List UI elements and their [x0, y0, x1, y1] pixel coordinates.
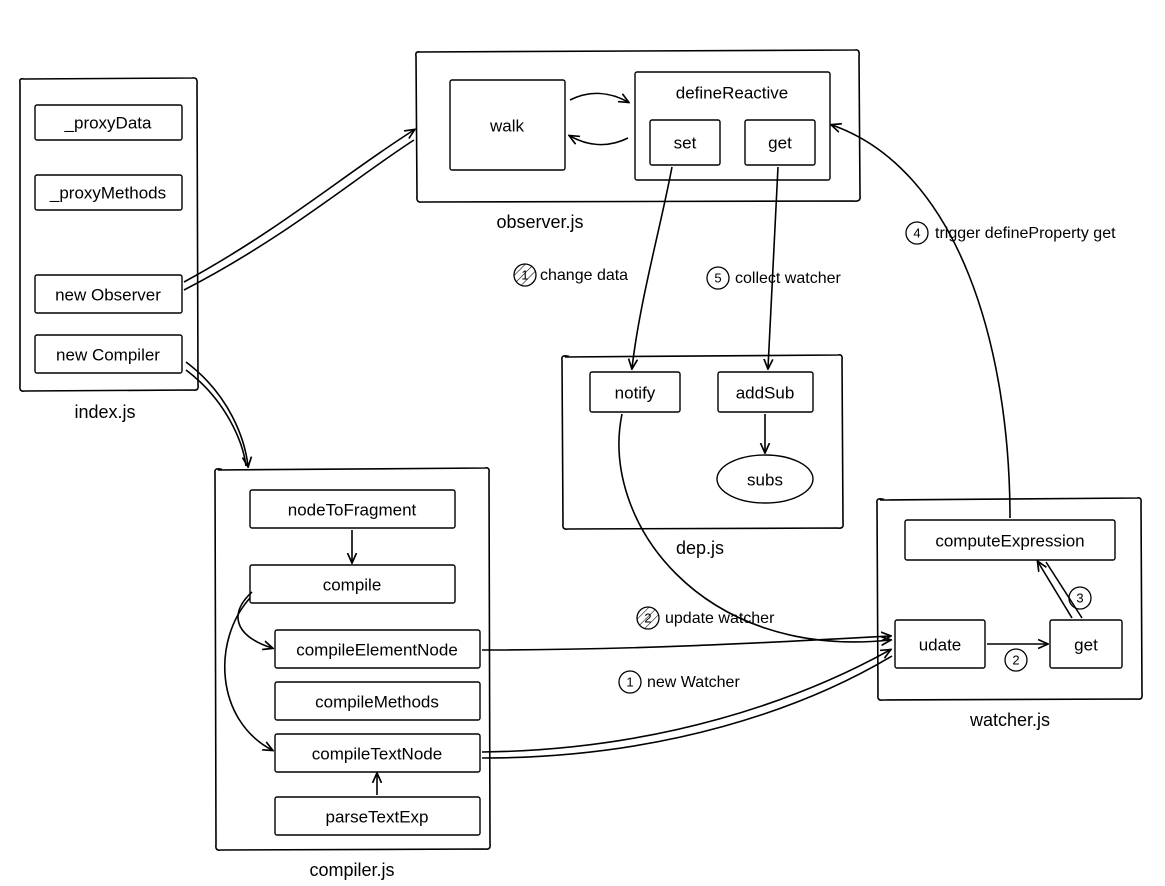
edge-set-to-notify: [632, 167, 672, 368]
caption-observer: observer.js: [496, 212, 583, 232]
edge-get-to-addSub: [768, 167, 778, 368]
marker-5-label: collect watcher: [735, 270, 841, 287]
marker-2h-num: 2: [644, 610, 651, 625]
label-compile: compile: [323, 575, 382, 594]
edge-computeExpression-to-defineReactive: [832, 125, 1010, 518]
label-nodeToFragment: nodeToFragment: [288, 500, 417, 519]
label-wget: get: [1074, 635, 1098, 654]
edge-wget-to-computeExpression: [1038, 562, 1072, 618]
label-proxyMethods: _proxyMethods: [49, 183, 166, 202]
label-walk: walk: [489, 116, 525, 135]
edge-compile-to-compileTextNode: [225, 598, 272, 750]
label-newCompiler: new Compiler: [56, 345, 160, 364]
marker-1-num: 1: [626, 674, 633, 689]
marker-1h-label: change data: [540, 267, 628, 284]
marker-1h-num: 1: [521, 267, 528, 282]
caption-index: index.js: [74, 402, 135, 422]
edge-compileTextNode-to-udate: [482, 650, 890, 752]
label-newObserver: new Observer: [55, 285, 161, 304]
marker-3-num: 3: [1076, 590, 1083, 605]
label-notify: notify: [615, 383, 656, 402]
label-compileTextNode: compileTextNode: [312, 744, 442, 763]
label-computeExpression: computeExpression: [935, 531, 1084, 550]
label-get: get: [768, 133, 792, 152]
caption-dep: dep.js: [676, 538, 724, 558]
edge-compileTextNode-to-udate-2: [482, 656, 892, 758]
label-compileElementNode: compileElementNode: [296, 640, 458, 659]
marker-5-num: 5: [714, 270, 721, 285]
label-parseTextExp: parseTextExp: [326, 807, 429, 826]
caption-compiler: compiler.js: [309, 860, 394, 880]
edge-compileElementNode-to-udate: [482, 636, 890, 650]
label-subs: subs: [747, 470, 783, 489]
edge-newObserver-to-observer: [184, 130, 414, 282]
edge-defineReactive-to-walk: [570, 136, 628, 145]
label-proxyData: _proxyData: [64, 113, 152, 132]
marker-2-num: 2: [1012, 652, 1019, 667]
label-compileMethods: compileMethods: [315, 692, 439, 711]
marker-1-label: new Watcher: [647, 674, 740, 691]
diagram-canvas: index.js _proxyData _proxyMethods new Ob…: [0, 0, 1165, 886]
edge-walk-to-defineReactive: [570, 93, 628, 102]
edge-newCompiler-to-compiler-2: [186, 370, 246, 466]
marker-2h-label: update watcher: [665, 610, 775, 627]
marker-4-label: trigger defineProperty get: [935, 225, 1116, 242]
marker-4-num: 4: [913, 225, 920, 240]
edge-newObserver-to-observer-2: [184, 140, 414, 290]
label-set: set: [674, 133, 697, 152]
label-defineReactive: defineReactive: [676, 83, 788, 102]
caption-watcher: watcher.js: [969, 710, 1050, 730]
label-addSub: addSub: [736, 383, 795, 402]
label-udate: udate: [919, 635, 962, 654]
